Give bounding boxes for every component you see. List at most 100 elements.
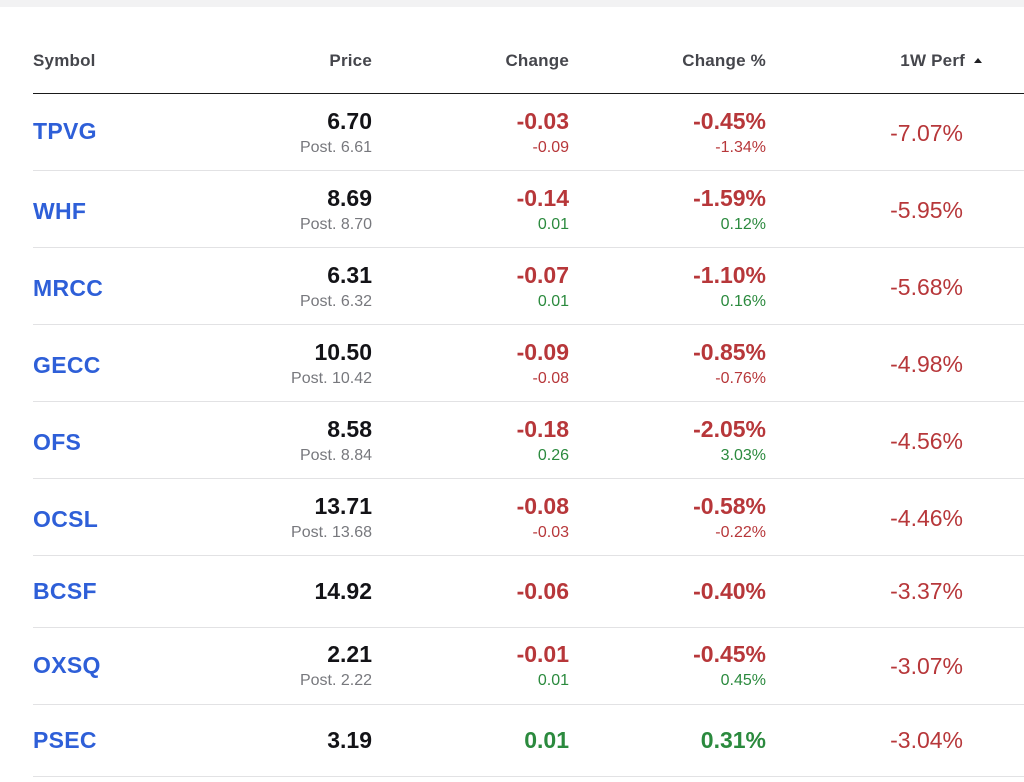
symbol-link[interactable]: WHF [33,198,87,224]
table-row[interactable]: OCSL 13.71 Post. 13.68 -0.08 -0.03 -0.58… [0,479,1024,556]
change-percent-cell: -0.45% -1.34% [693,107,766,159]
price-cell: 2.21 Post. 2.22 [300,640,372,692]
table-header: Symbol Price Change Change % 1W Perf [0,0,1024,94]
price-value: 6.31 [327,262,372,288]
symbol-link[interactable]: OFS [33,429,82,455]
price-value: 6.70 [327,108,372,134]
row-divider [33,324,1024,325]
change-percent-value: -0.85% [693,339,766,365]
change-cell: -0.06 [517,577,569,605]
row-divider [33,478,1024,479]
post-price: Post. 13.68 [291,524,372,541]
perf-1w-value: -3.37% [890,578,963,604]
change-value: -0.09 [516,339,569,365]
price-cell: 8.69 Post. 8.70 [300,184,372,236]
change-percent-value: -0.45% [693,108,766,134]
symbol-link[interactable]: TPVG [33,118,97,144]
symbol-link[interactable]: OXSQ [33,652,101,678]
table-row[interactable]: OXSQ 2.21 Post. 2.22 -0.01 0.01 -0.45% 0… [0,628,1024,705]
change-percent-value: -2.05% [693,416,766,442]
change-value: -0.08 [516,493,569,519]
row-divider [33,627,1024,628]
change-value: -0.14 [516,185,569,211]
row-divider [33,555,1024,556]
row-divider [33,401,1024,402]
post-change: 0.01 [537,672,569,689]
price-cell: 14.92 [314,577,372,605]
price-cell: 8.58 Post. 8.84 [300,415,372,467]
price-value: 14.92 [314,578,372,604]
perf-1w-value: -4.56% [890,428,963,454]
price-cell: 13.71 Post. 13.68 [291,492,372,544]
symbol-link[interactable]: OCSL [33,506,99,532]
symbol-link[interactable]: MRCC [33,275,104,301]
row-divider [33,170,1024,171]
change-value: -0.07 [516,262,569,288]
post-price: Post. 8.70 [299,216,372,233]
change-percent-value: -1.10% [693,262,766,288]
change-cell: -0.07 0.01 [517,261,569,313]
perf-1w-value: -4.46% [890,505,963,531]
symbol-link[interactable]: GECC [33,352,101,378]
price-value: 10.50 [314,339,372,365]
change-value: -0.18 [516,416,569,442]
change-cell: -0.14 0.01 [517,184,569,236]
symbol-link[interactable]: PSEC [33,727,97,753]
caret-up-icon [974,58,982,63]
perf-1w-value: -4.98% [890,351,963,377]
post-change-percent: -0.22% [715,524,766,541]
change-percent-cell: 0.31% [701,726,766,754]
post-change-percent: 0.16% [720,293,766,310]
row-divider [33,247,1024,248]
post-change-percent: -1.34% [715,139,766,156]
header-change-percent[interactable]: Change % [682,51,766,70]
change-percent-cell: -0.40% [693,577,766,605]
price-cell: 6.31 Post. 6.32 [300,261,372,313]
top-bar [0,0,1024,7]
post-change: -0.03 [532,524,569,541]
post-price: Post. 6.61 [299,139,372,156]
header-change[interactable]: Change [505,51,569,70]
change-percent-cell: -1.10% 0.16% [693,261,766,313]
table-row[interactable]: GECC 10.50 Post. 10.42 -0.09 -0.08 -0.85… [0,325,1024,402]
table-row[interactable]: PSEC 3.19 0.01 0.31% -3.04% [0,705,1024,777]
change-cell: -0.08 -0.03 [517,492,569,544]
header-divider [33,93,1024,94]
header-price[interactable]: Price [329,51,372,70]
price-value: 8.69 [327,185,372,211]
change-percent-cell: -2.05% 3.03% [693,415,766,467]
table-row[interactable]: MRCC 6.31 Post. 6.32 -0.07 0.01 -1.10% 0… [0,248,1024,325]
post-price: Post. 8.84 [299,447,372,464]
post-change: 0.01 [537,293,569,310]
post-change: 0.01 [537,216,569,233]
header-symbol[interactable]: Symbol [33,51,96,70]
change-percent-cell: -0.85% -0.76% [693,338,766,390]
table-row[interactable]: OFS 8.58 Post. 8.84 -0.18 0.26 -2.05% 3.… [0,402,1024,479]
table-row[interactable]: WHF 8.69 Post. 8.70 -0.14 0.01 -1.59% 0.… [0,171,1024,248]
change-percent-value: -0.40% [693,578,766,604]
post-change-percent: 3.03% [720,447,766,464]
table-row[interactable]: BCSF 14.92 -0.06 -0.40% -3.37% [0,556,1024,628]
change-cell: -0.01 0.01 [517,640,569,692]
change-cell: -0.09 -0.08 [517,338,569,390]
post-change-percent: -0.76% [715,370,766,387]
price-cell: 6.70 Post. 6.61 [300,107,372,159]
perf-1w-value: -3.07% [890,653,963,679]
perf-1w-value: -3.04% [890,727,963,753]
header-1w-perf[interactable]: 1W Perf [900,51,982,71]
change-cell: -0.18 0.26 [517,415,569,467]
post-change-percent: 0.12% [720,216,766,233]
header-1w-perf-label: 1W Perf [900,51,965,70]
price-cell: 10.50 Post. 10.42 [291,338,372,390]
symbol-link[interactable]: BCSF [33,578,97,604]
post-price: Post. 6.32 [299,293,372,310]
row-divider [33,776,1024,777]
perf-1w-value: -7.07% [890,120,963,146]
post-change: -0.09 [532,139,569,156]
post-change-percent: 0.45% [720,672,766,689]
table-row[interactable]: TPVG 6.70 Post. 6.61 -0.03 -0.09 -0.45% … [0,94,1024,171]
change-value: -0.01 [516,641,569,667]
perf-1w-value: -5.95% [890,197,963,223]
change-cell: 0.01 [524,726,569,754]
change-percent-value: -0.58% [693,493,766,519]
